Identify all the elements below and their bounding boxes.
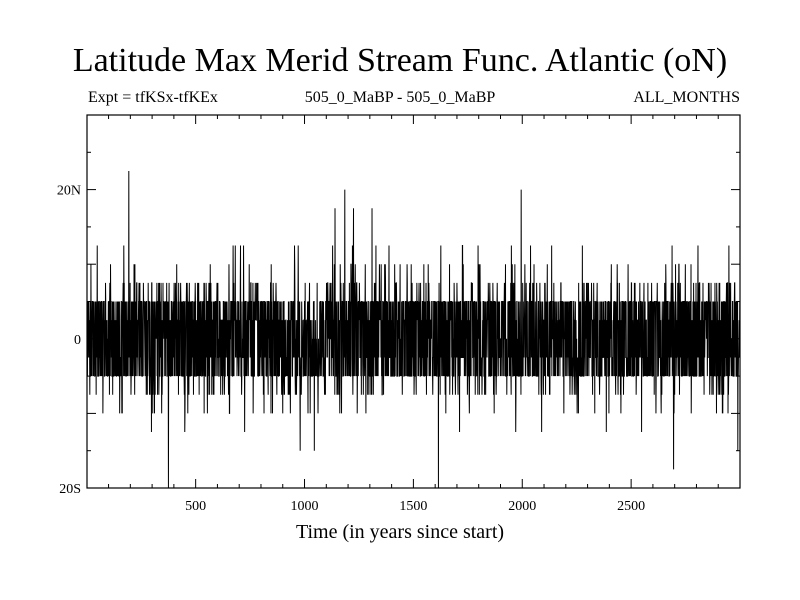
experiment-label: Expt = tfKSx-tfKEx bbox=[88, 89, 218, 106]
x-tick-label: 2500 bbox=[617, 499, 645, 514]
x-tick-label: 1000 bbox=[291, 499, 319, 514]
season-label: ALL_MONTHS bbox=[633, 89, 740, 106]
x-axis-label: Time (in years since start) bbox=[295, 521, 505, 543]
chart-title: Latitude Max Merid Stream Func. Atlantic… bbox=[72, 42, 728, 79]
y-tick-label: 0 bbox=[74, 333, 81, 348]
series-line bbox=[86, 170, 741, 489]
y-tick-label: 20S bbox=[59, 482, 81, 497]
y-tick-label: 20N bbox=[57, 184, 81, 199]
x-tick-label: 1500 bbox=[399, 499, 427, 514]
x-tick-label: 500 bbox=[185, 499, 206, 514]
period-label: 505_0_MaBP - 505_0_MaBP bbox=[304, 89, 496, 106]
x-tick-label: 2000 bbox=[508, 499, 536, 514]
